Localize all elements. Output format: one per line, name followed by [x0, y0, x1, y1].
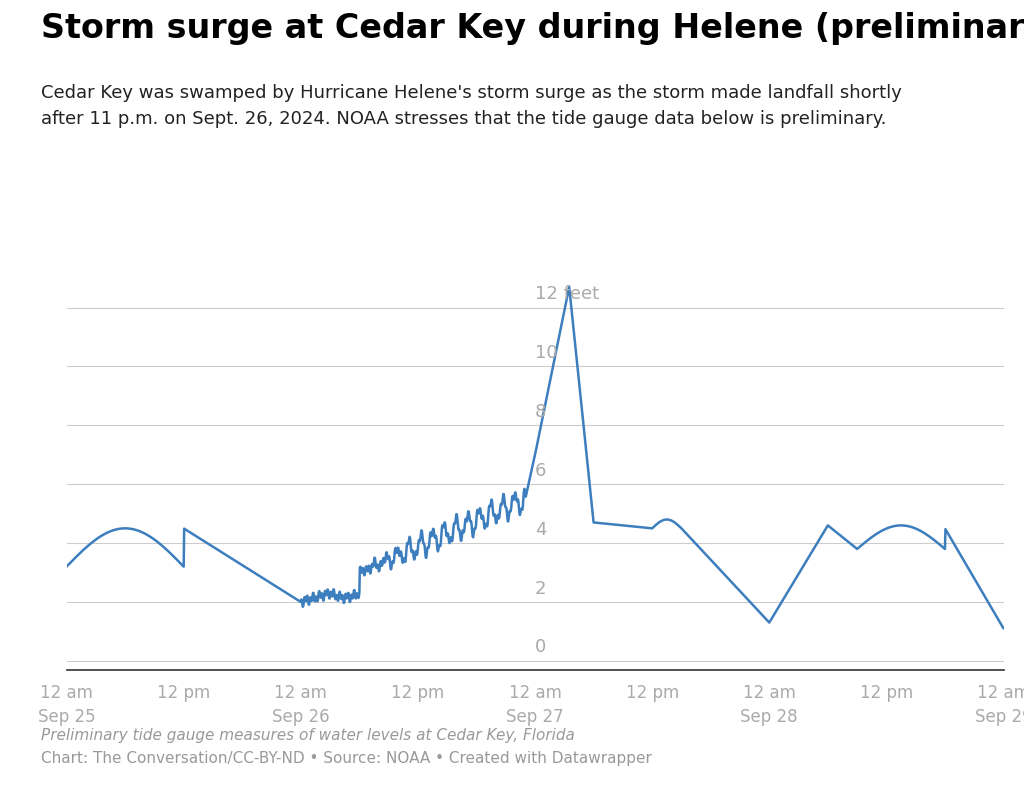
- Text: 12 pm: 12 pm: [860, 684, 913, 702]
- Text: 2: 2: [535, 580, 547, 597]
- Text: 12 am: 12 am: [40, 684, 93, 702]
- Text: Sep 29: Sep 29: [975, 708, 1024, 726]
- Text: Sep 26: Sep 26: [272, 708, 330, 726]
- Text: 12 am: 12 am: [509, 684, 561, 702]
- Text: 8: 8: [535, 403, 547, 421]
- Text: 12 feet: 12 feet: [535, 285, 599, 303]
- Text: 6: 6: [535, 462, 547, 480]
- Text: Storm surge at Cedar Key during Helene (preliminary): Storm surge at Cedar Key during Helene (…: [41, 12, 1024, 45]
- Text: 12 am: 12 am: [274, 684, 328, 702]
- Text: Sep 28: Sep 28: [740, 708, 798, 726]
- Text: Sep 27: Sep 27: [506, 708, 564, 726]
- Text: Preliminary tide gauge measures of water levels at Cedar Key, Florida: Preliminary tide gauge measures of water…: [41, 728, 574, 743]
- Text: 12 am: 12 am: [977, 684, 1024, 702]
- Text: Sep 25: Sep 25: [38, 708, 95, 726]
- Text: Cedar Key was swamped by Hurricane Helene's storm surge as the storm made landfa: Cedar Key was swamped by Hurricane Helen…: [41, 84, 902, 128]
- Text: 12 am: 12 am: [742, 684, 796, 702]
- Text: 12 pm: 12 pm: [157, 684, 210, 702]
- Text: 0: 0: [535, 638, 546, 656]
- Text: Chart: The Conversation/CC-BY-ND • Source: NOAA • Created with Datawrapper: Chart: The Conversation/CC-BY-ND • Sourc…: [41, 751, 652, 767]
- Text: 12 pm: 12 pm: [626, 684, 679, 702]
- Text: 12 pm: 12 pm: [391, 684, 444, 702]
- Text: 4: 4: [535, 520, 547, 539]
- Text: 10: 10: [535, 344, 558, 362]
